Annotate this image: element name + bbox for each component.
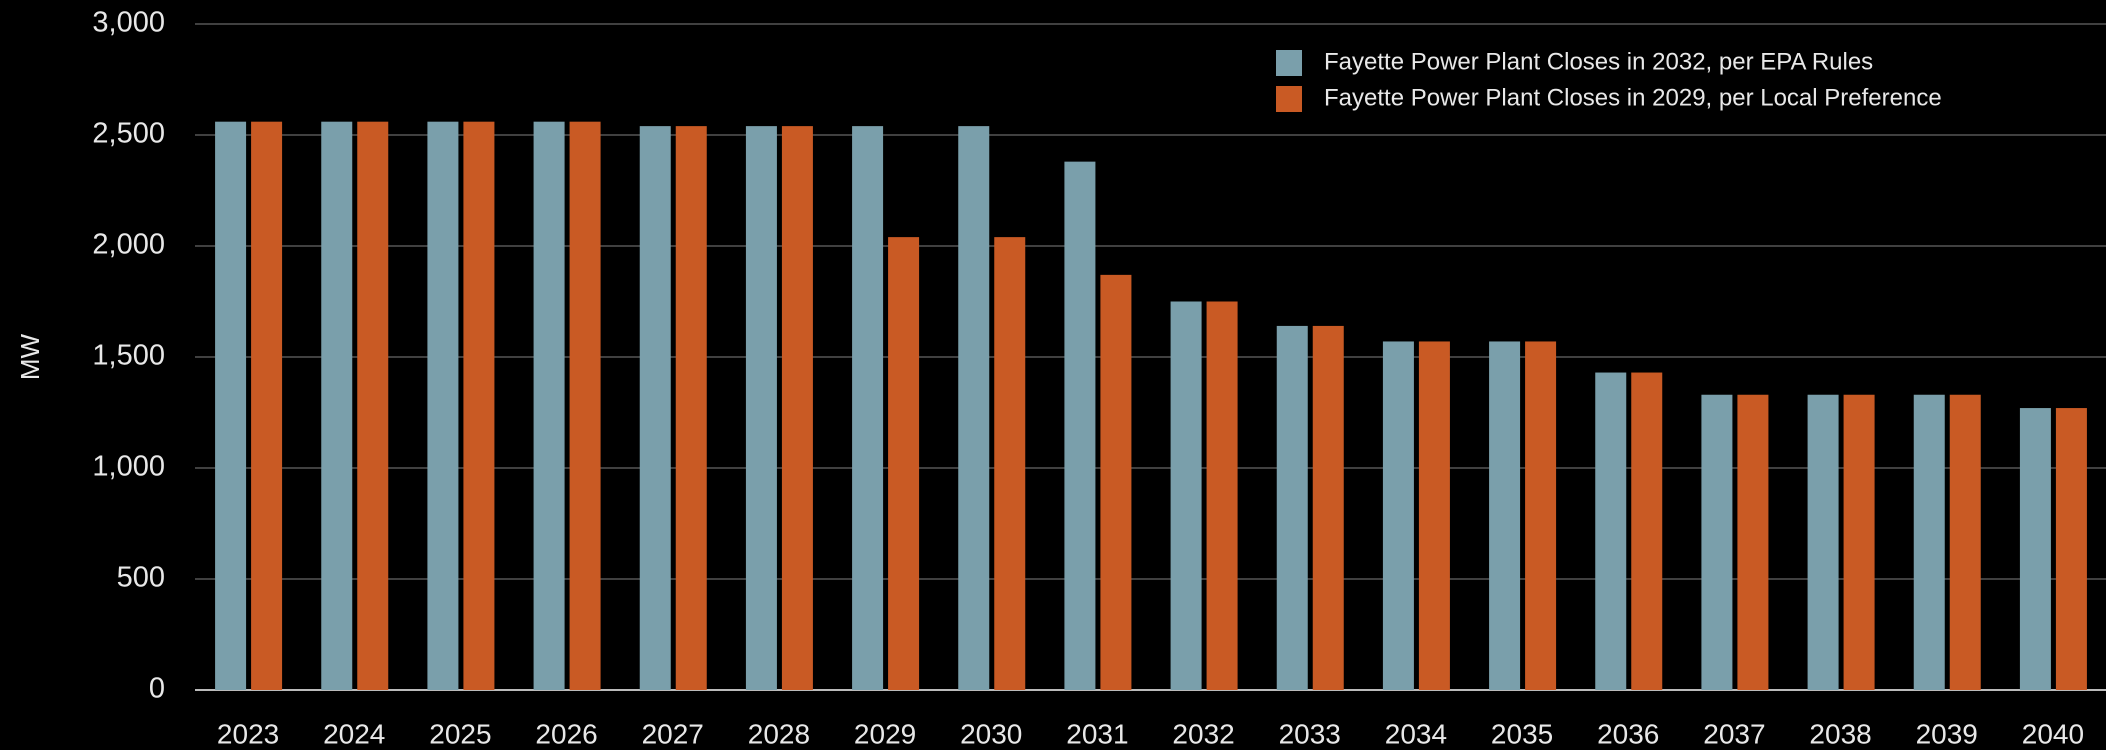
x-tick-label: 2030 xyxy=(960,718,1022,749)
bar xyxy=(1807,394,1839,690)
bar xyxy=(994,237,1026,690)
bar xyxy=(1631,372,1663,690)
legend-label: Fayette Power Plant Closes in 2032, per … xyxy=(1324,48,1873,75)
y-tick-label: 0 xyxy=(149,673,165,705)
bar xyxy=(427,121,459,691)
y-tick-label: 2,500 xyxy=(92,118,165,150)
bar xyxy=(1276,325,1308,690)
y-tick-label: 2,000 xyxy=(92,229,165,261)
bar xyxy=(1064,161,1096,690)
bar xyxy=(1843,394,1875,690)
y-tick-label: 500 xyxy=(117,562,165,594)
bar xyxy=(357,121,389,691)
x-tick-label: 2025 xyxy=(429,718,491,749)
x-tick-label: 2033 xyxy=(1279,718,1341,749)
x-tick-label: 2023 xyxy=(217,718,279,749)
y-tick-label: 3,000 xyxy=(92,7,165,39)
x-tick-label: 2032 xyxy=(1172,718,1234,749)
bar xyxy=(463,121,495,691)
y-tick-label: 1,000 xyxy=(92,451,165,483)
x-tick-label: 2039 xyxy=(1916,718,1978,749)
bar xyxy=(1170,301,1202,690)
bar xyxy=(1206,301,1238,690)
bar xyxy=(321,121,353,691)
bar xyxy=(745,126,777,691)
x-tick-label: 2035 xyxy=(1491,718,1553,749)
bar xyxy=(215,121,247,691)
x-tick-label: 2040 xyxy=(2022,718,2084,749)
y-tick-label: 1,500 xyxy=(92,340,165,372)
x-tick-label: 2026 xyxy=(535,718,597,749)
bar xyxy=(1312,325,1344,690)
y-axis-label: MW xyxy=(15,333,45,380)
bar xyxy=(1525,341,1557,690)
bar xyxy=(888,237,920,690)
bar xyxy=(1418,341,1450,690)
x-tick-label: 2028 xyxy=(748,718,810,749)
x-tick-label: 2038 xyxy=(1809,718,1871,749)
x-tick-label: 2034 xyxy=(1385,718,1447,749)
x-tick-label: 2036 xyxy=(1597,718,1659,749)
legend-swatch xyxy=(1276,50,1302,76)
x-tick-label: 2031 xyxy=(1066,718,1128,749)
bar xyxy=(569,121,601,691)
bar xyxy=(1489,341,1521,690)
bar xyxy=(781,126,813,691)
bar xyxy=(675,126,707,691)
bar xyxy=(1100,274,1132,690)
bar xyxy=(2019,408,2051,690)
bar xyxy=(2055,408,2087,690)
legend-swatch xyxy=(1276,86,1302,112)
bar xyxy=(1913,394,1945,690)
bar xyxy=(251,121,283,691)
bar xyxy=(639,126,671,691)
bar xyxy=(1382,341,1414,690)
x-tick-label: 2037 xyxy=(1703,718,1765,749)
bar xyxy=(1595,372,1627,690)
x-tick-label: 2024 xyxy=(323,718,385,749)
bar xyxy=(1701,394,1733,690)
x-tick-label: 2027 xyxy=(642,718,704,749)
bar xyxy=(1737,394,1769,690)
x-tick-label: 2029 xyxy=(854,718,916,749)
bar xyxy=(958,126,990,691)
bar xyxy=(1949,394,1981,690)
legend-label: Fayette Power Plant Closes in 2029, per … xyxy=(1324,84,1942,111)
bar xyxy=(852,126,884,691)
bar xyxy=(533,121,565,691)
